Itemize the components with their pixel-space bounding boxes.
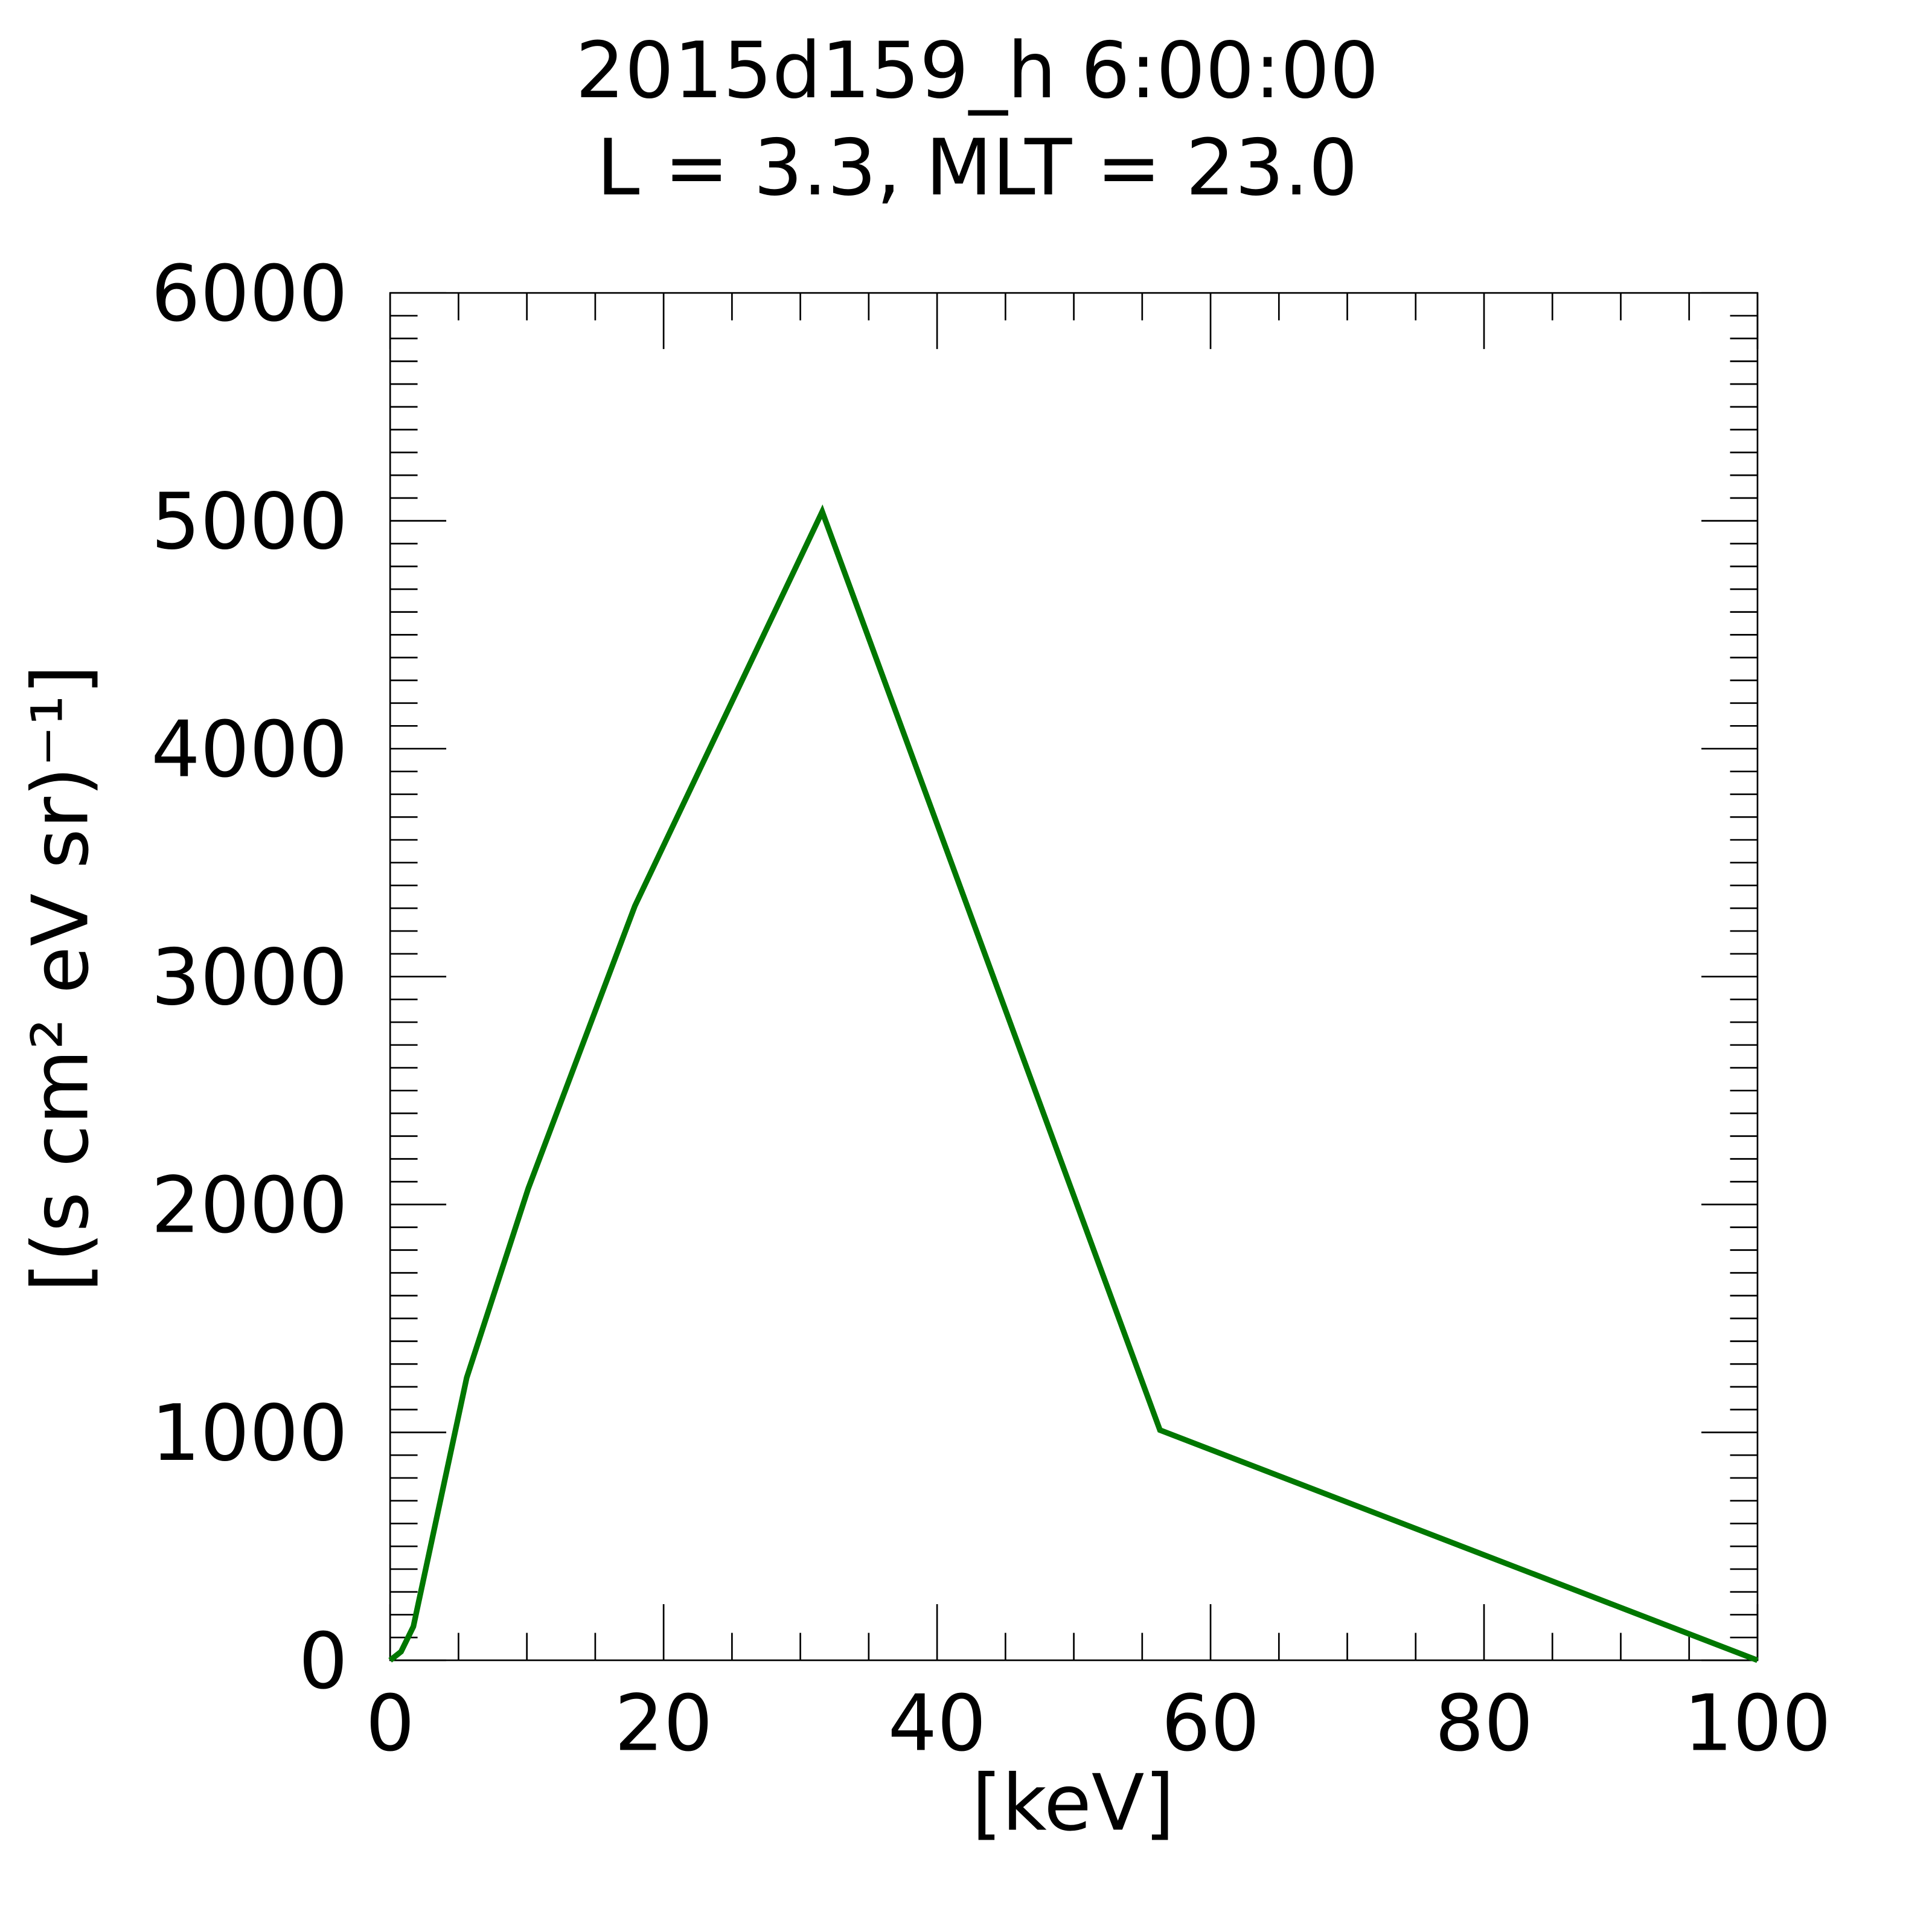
y-tick-label: 0 [299,1616,348,1706]
y-tick-label: 5000 [151,477,348,567]
x-tick-label: 80 [1435,1679,1534,1769]
chart-title: 2015d159_h 6:00:00 [575,26,1379,116]
y-tick-label: 4000 [151,705,348,795]
x-tick-label: 60 [1162,1679,1260,1769]
plot-frame [389,292,1759,1662]
x-tick-label: 100 [1684,1679,1831,1769]
y-tick-label: 1000 [151,1389,348,1479]
x-tick-label: 40 [888,1679,987,1769]
y-tick-label: 6000 [151,249,348,339]
data-line [388,504,1759,1663]
chart-subtitle: L = 3.3, MLT = 23.0 [597,123,1358,213]
x-tick-label: 0 [365,1679,414,1769]
y-axis-label: [(s cm² eV sr)⁻¹] [16,665,106,1292]
x-axis-label: [keV] [972,1759,1175,1849]
x-tick-label: 20 [615,1679,713,1769]
y-tick-label: 3000 [151,933,348,1023]
y-tick-label: 2000 [151,1160,348,1250]
